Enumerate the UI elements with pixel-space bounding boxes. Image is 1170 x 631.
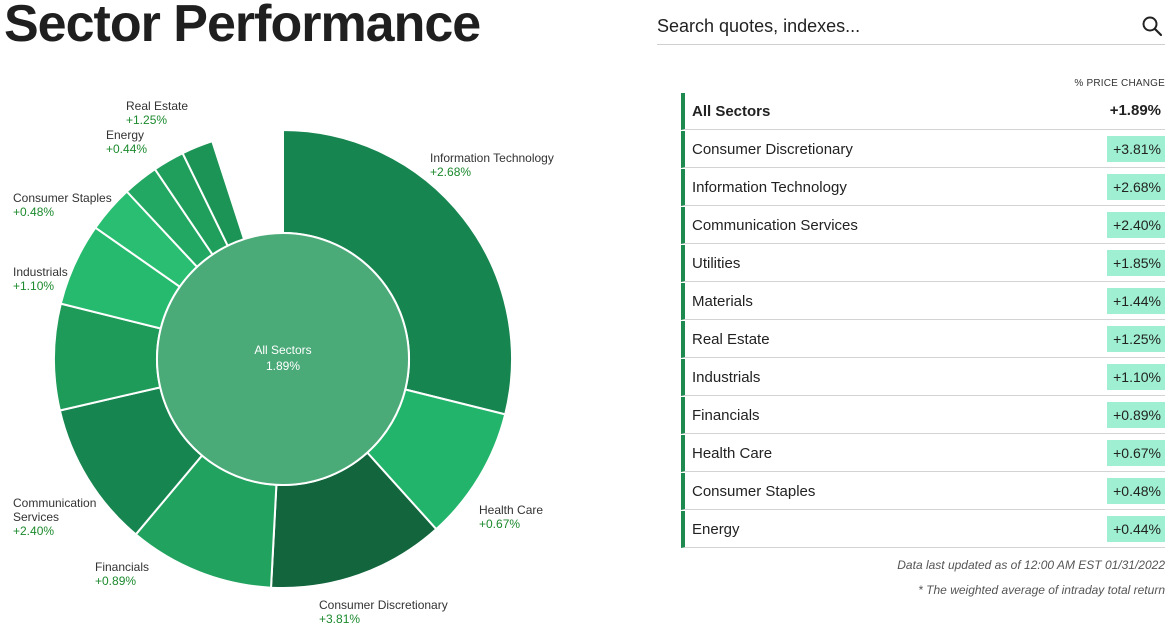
search-input[interactable] bbox=[657, 12, 1127, 40]
sector-donut-chart: All Sectors 1.89% Information Technology… bbox=[13, 99, 554, 626]
weighted-average-note: * The weighted average of intraday total… bbox=[918, 583, 1165, 597]
slice-label-name: Financials bbox=[95, 560, 149, 574]
slice-label-health-care: Health Care +0.67% bbox=[479, 503, 543, 531]
slice-label-value: +2.40% bbox=[13, 524, 54, 538]
sector-name: All Sectors bbox=[692, 103, 771, 120]
table-row[interactable]: Consumer Discretionary +3.81% bbox=[681, 131, 1165, 168]
slice-label-value: +0.48% bbox=[13, 205, 54, 219]
slice-label-name: Real Estate bbox=[126, 99, 188, 113]
slice-label-value: +1.25% bbox=[126, 113, 167, 127]
slice-label-consumer-staples: Consumer Staples +0.48% bbox=[13, 191, 112, 219]
slice-label-value: +0.89% bbox=[95, 574, 136, 588]
slice-label-value: +1.10% bbox=[13, 279, 54, 293]
price-change-badge: +3.81% bbox=[1107, 136, 1165, 162]
table-header: % PRICE CHANGE bbox=[1074, 78, 1165, 89]
slice-label-information-technology: Information Technology +2.68% bbox=[430, 151, 554, 179]
sector-table: % PRICE CHANGE All Sectors +1.89% Consumer… bbox=[681, 78, 1165, 548]
slice-label-name: Information Technology bbox=[430, 151, 554, 165]
sector-name: Industrials bbox=[692, 369, 761, 386]
table-row[interactable]: Materials +1.44% bbox=[681, 283, 1165, 320]
sector-name: Real Estate bbox=[692, 331, 770, 348]
sector-name: Financials bbox=[692, 407, 760, 424]
price-change-badge: +1.44% bbox=[1107, 288, 1165, 314]
table-row[interactable]: Industrials +1.10% bbox=[681, 359, 1165, 396]
page-title: Sector Performance bbox=[4, 0, 481, 53]
sector-name: Consumer Discretionary bbox=[692, 141, 853, 158]
price-change-badge: +0.48% bbox=[1107, 478, 1165, 504]
slice-label-communication-services: Communication Services +2.40% bbox=[13, 496, 100, 538]
table-row[interactable]: Communication Services +2.40% bbox=[681, 207, 1165, 244]
table-row[interactable]: Health Care +0.67% bbox=[681, 435, 1165, 472]
price-change-badge: +1.10% bbox=[1107, 364, 1165, 390]
center-value: 1.89% bbox=[266, 359, 300, 373]
slice-label-name: Consumer Discretionary bbox=[319, 598, 448, 612]
search-bar bbox=[657, 10, 1165, 45]
slice-label-name: Communication Services bbox=[13, 496, 100, 524]
price-change-badge: +1.85% bbox=[1107, 250, 1165, 276]
sector-name: Materials bbox=[692, 293, 753, 310]
price-change-badge: +1.89% bbox=[1109, 102, 1161, 119]
price-change-badge: +0.67% bbox=[1107, 440, 1165, 466]
table-row[interactable]: Energy +0.44% bbox=[681, 511, 1165, 548]
sector-name: Energy bbox=[692, 521, 740, 538]
slice-label-value: +3.81% bbox=[319, 612, 360, 626]
slice-label-name: Energy bbox=[106, 128, 144, 142]
sector-name: Communication Services bbox=[692, 217, 858, 234]
center-circle[interactable] bbox=[156, 232, 410, 486]
sector-name: Information Technology bbox=[692, 179, 847, 196]
slice-label-name: Health Care bbox=[479, 503, 543, 517]
slice-label-value: +0.67% bbox=[479, 517, 520, 531]
price-change-badge: +1.25% bbox=[1107, 326, 1165, 352]
center-label: All Sectors bbox=[254, 343, 311, 357]
table-row[interactable]: Information Technology +2.68% bbox=[681, 169, 1165, 206]
last-updated-note: Data last updated as of 12:00 AM EST 01/… bbox=[897, 558, 1165, 572]
slice-label-line1: Communication bbox=[13, 496, 96, 510]
price-change-badge: +2.40% bbox=[1107, 212, 1165, 238]
table-row-all-sectors[interactable]: All Sectors +1.89% bbox=[681, 93, 1165, 130]
sector-name: Consumer Staples bbox=[692, 483, 816, 500]
slice-label-consumer-discretionary: Consumer Discretionary +3.81% bbox=[319, 598, 448, 626]
price-change-badge: +0.89% bbox=[1107, 402, 1165, 428]
slice-label-industrials: Industrials +1.10% bbox=[13, 265, 68, 293]
table-row[interactable]: Utilities +1.85% bbox=[681, 245, 1165, 282]
slice-label-name: Industrials bbox=[13, 265, 68, 279]
table-row[interactable]: Real Estate +1.25% bbox=[681, 321, 1165, 358]
table-row[interactable]: Consumer Staples +0.48% bbox=[681, 473, 1165, 510]
slice-label-real-estate: Real Estate +1.25% bbox=[126, 99, 188, 127]
price-change-badge: +2.68% bbox=[1107, 174, 1165, 200]
slice-label-financials: Financials +0.89% bbox=[95, 560, 149, 588]
table-body: All Sectors +1.89% Consumer Discretionary +… bbox=[681, 93, 1165, 548]
slice-label-energy: Energy +0.44% bbox=[106, 128, 147, 156]
slice-label-value: +2.68% bbox=[430, 165, 471, 179]
sector-name: Utilities bbox=[692, 255, 741, 272]
search-icon[interactable] bbox=[1141, 15, 1163, 37]
sector-name: Health Care bbox=[692, 445, 773, 462]
slice-label-name: Consumer Staples bbox=[13, 191, 112, 205]
price-change-badge: +0.44% bbox=[1107, 516, 1165, 542]
slice-label-value: +0.44% bbox=[106, 142, 147, 156]
table-row[interactable]: Financials +0.89% bbox=[681, 397, 1165, 434]
